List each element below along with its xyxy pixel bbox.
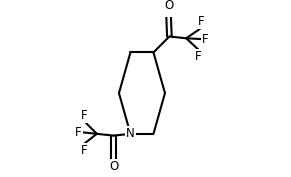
Text: F: F — [81, 109, 88, 122]
Text: O: O — [109, 160, 118, 173]
Text: N: N — [126, 127, 135, 140]
Text: O: O — [164, 0, 173, 12]
Text: F: F — [75, 125, 81, 139]
Text: F: F — [81, 144, 88, 157]
Text: F: F — [198, 15, 205, 28]
Text: F: F — [201, 33, 208, 46]
Text: F: F — [195, 50, 202, 63]
